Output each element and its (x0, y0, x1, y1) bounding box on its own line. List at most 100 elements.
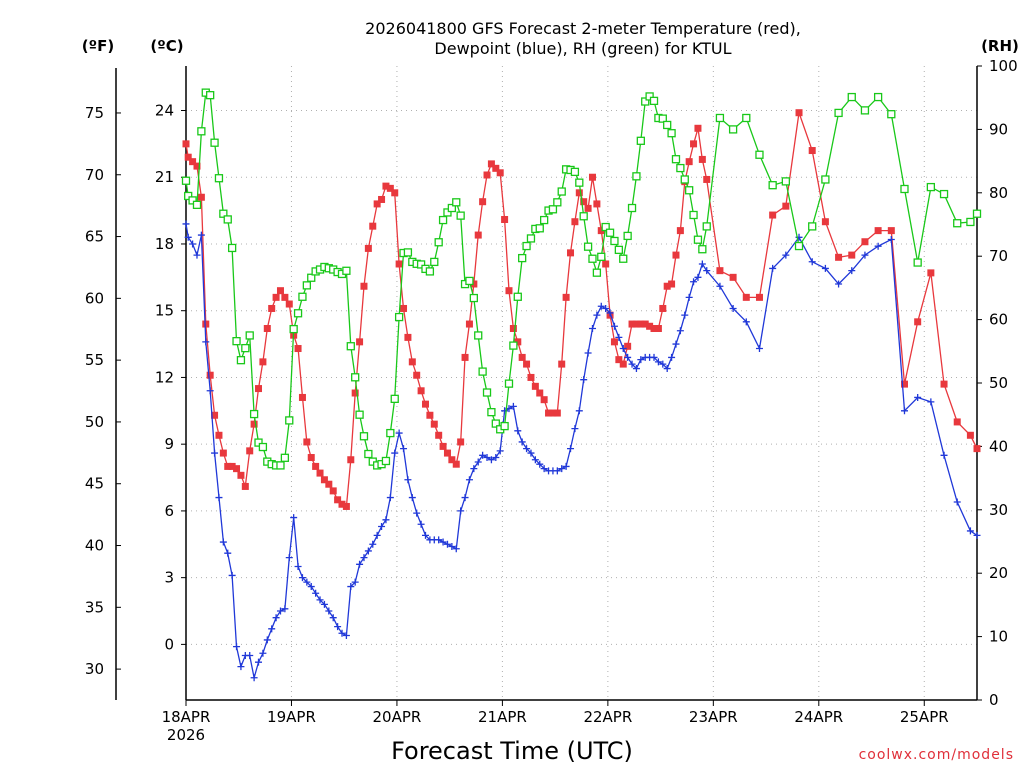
temperature-point (518, 353, 526, 361)
dewpoint-point (496, 447, 504, 455)
credit-link[interactable]: coolwx.com/models (859, 747, 1014, 763)
temperature-point (501, 215, 509, 223)
dewpoint-point (659, 360, 667, 368)
temperature-point (259, 358, 267, 366)
dewpoint-point (571, 425, 579, 433)
temperature-point (281, 293, 289, 301)
rh-point (210, 138, 219, 147)
rh-point (641, 97, 650, 106)
dewpoint-point (290, 514, 298, 522)
dewpoint-point (580, 376, 588, 384)
temperature-point (272, 293, 280, 301)
temperature-point (729, 273, 737, 281)
time-tick-label: 18APR (162, 708, 211, 726)
temperature-point (703, 175, 711, 183)
rh-point (465, 276, 474, 286)
rh-point (702, 222, 711, 231)
dewpoint-point (663, 365, 671, 373)
time-year-label: 2026 (167, 726, 205, 744)
dewpoint-point (443, 540, 451, 548)
time-tick-label: 20APR (373, 708, 422, 726)
rh-tick-label: 10 (989, 628, 1008, 646)
rh-point (887, 110, 896, 119)
temperature-point (659, 304, 667, 312)
rh-point (302, 281, 311, 290)
rh-point (469, 293, 478, 303)
rh-point (181, 176, 191, 185)
rh-point (482, 388, 492, 397)
rh-point (526, 234, 536, 243)
temperature-point (650, 324, 658, 332)
temperature-point (356, 338, 364, 346)
temperature-point (219, 449, 227, 457)
temperature-point (540, 396, 548, 404)
temperature-point (268, 304, 276, 312)
temperature-point (685, 158, 693, 166)
dewpoint-point (189, 240, 197, 248)
dewpoint-point (575, 407, 583, 415)
rh-tick-label: 80 (989, 184, 1008, 202)
rh-point (645, 92, 654, 101)
rh-point (232, 337, 241, 346)
temperature-point (479, 198, 487, 206)
temperature-point (224, 462, 232, 470)
temperature-point (527, 373, 535, 381)
rh-tick-label: 90 (989, 120, 1008, 138)
rh-point (715, 113, 725, 123)
dewpoint-point (487, 456, 495, 464)
rh-tick-label: 40 (989, 437, 1008, 455)
rh-point (386, 428, 395, 438)
rh-point (403, 248, 413, 257)
dewpoint-point (742, 318, 750, 326)
fahrenheit-tick-label: 55 (85, 351, 104, 369)
time-tick-label: 21APR (478, 708, 527, 726)
temperature-point (628, 320, 636, 328)
rh-point (680, 175, 689, 184)
dewpoint-point (206, 387, 214, 395)
temperature-point (795, 109, 803, 117)
rh-point (434, 238, 443, 247)
fahrenheit-tick-label: 65 (85, 228, 104, 246)
rh-point (742, 113, 751, 123)
temperature-point (496, 169, 504, 177)
dewpoint-point (615, 333, 623, 341)
temperature-point (492, 164, 500, 172)
dewpoint-point (373, 531, 381, 539)
rh-point (553, 198, 562, 207)
dewpoint-point (588, 324, 596, 332)
temperature-point (294, 345, 302, 353)
fahrenheit-tick-label: 35 (85, 598, 104, 616)
temperature-point (233, 465, 241, 473)
temperature-point (470, 280, 478, 288)
temperature-point (861, 238, 869, 246)
temperature-point (276, 287, 284, 295)
rh-line (185, 91, 978, 467)
temperature-point (395, 260, 403, 268)
rh-point (289, 324, 298, 334)
dewpoint-point (562, 462, 570, 470)
dewpoint-point (887, 236, 895, 244)
dewpoint-point (360, 554, 368, 562)
rh-point (390, 394, 399, 404)
dewpoint-point (259, 649, 267, 657)
dewpoint-point (729, 304, 737, 312)
rh-tick-label: 20 (989, 564, 1008, 582)
temperature-point (567, 249, 575, 257)
rh-point (522, 241, 531, 251)
dewpoint-point (408, 494, 416, 502)
temperature-point (769, 211, 777, 219)
celsius-tick-label: 15 (155, 302, 174, 320)
temperature-point (536, 389, 544, 397)
dewpoint-point (312, 589, 320, 597)
rh-point (926, 182, 936, 192)
fahrenheit-tick-label: 70 (85, 166, 104, 184)
rh-tick-label: 50 (989, 374, 1008, 392)
dewpoint-point (940, 451, 948, 459)
dewpoint-point (386, 494, 394, 502)
temperature-point (848, 251, 856, 259)
temperature-point (342, 502, 350, 510)
rh-point (184, 191, 193, 201)
dewpoint-point (835, 280, 843, 288)
dewpoint-point (698, 260, 706, 268)
rh-point (518, 253, 527, 263)
